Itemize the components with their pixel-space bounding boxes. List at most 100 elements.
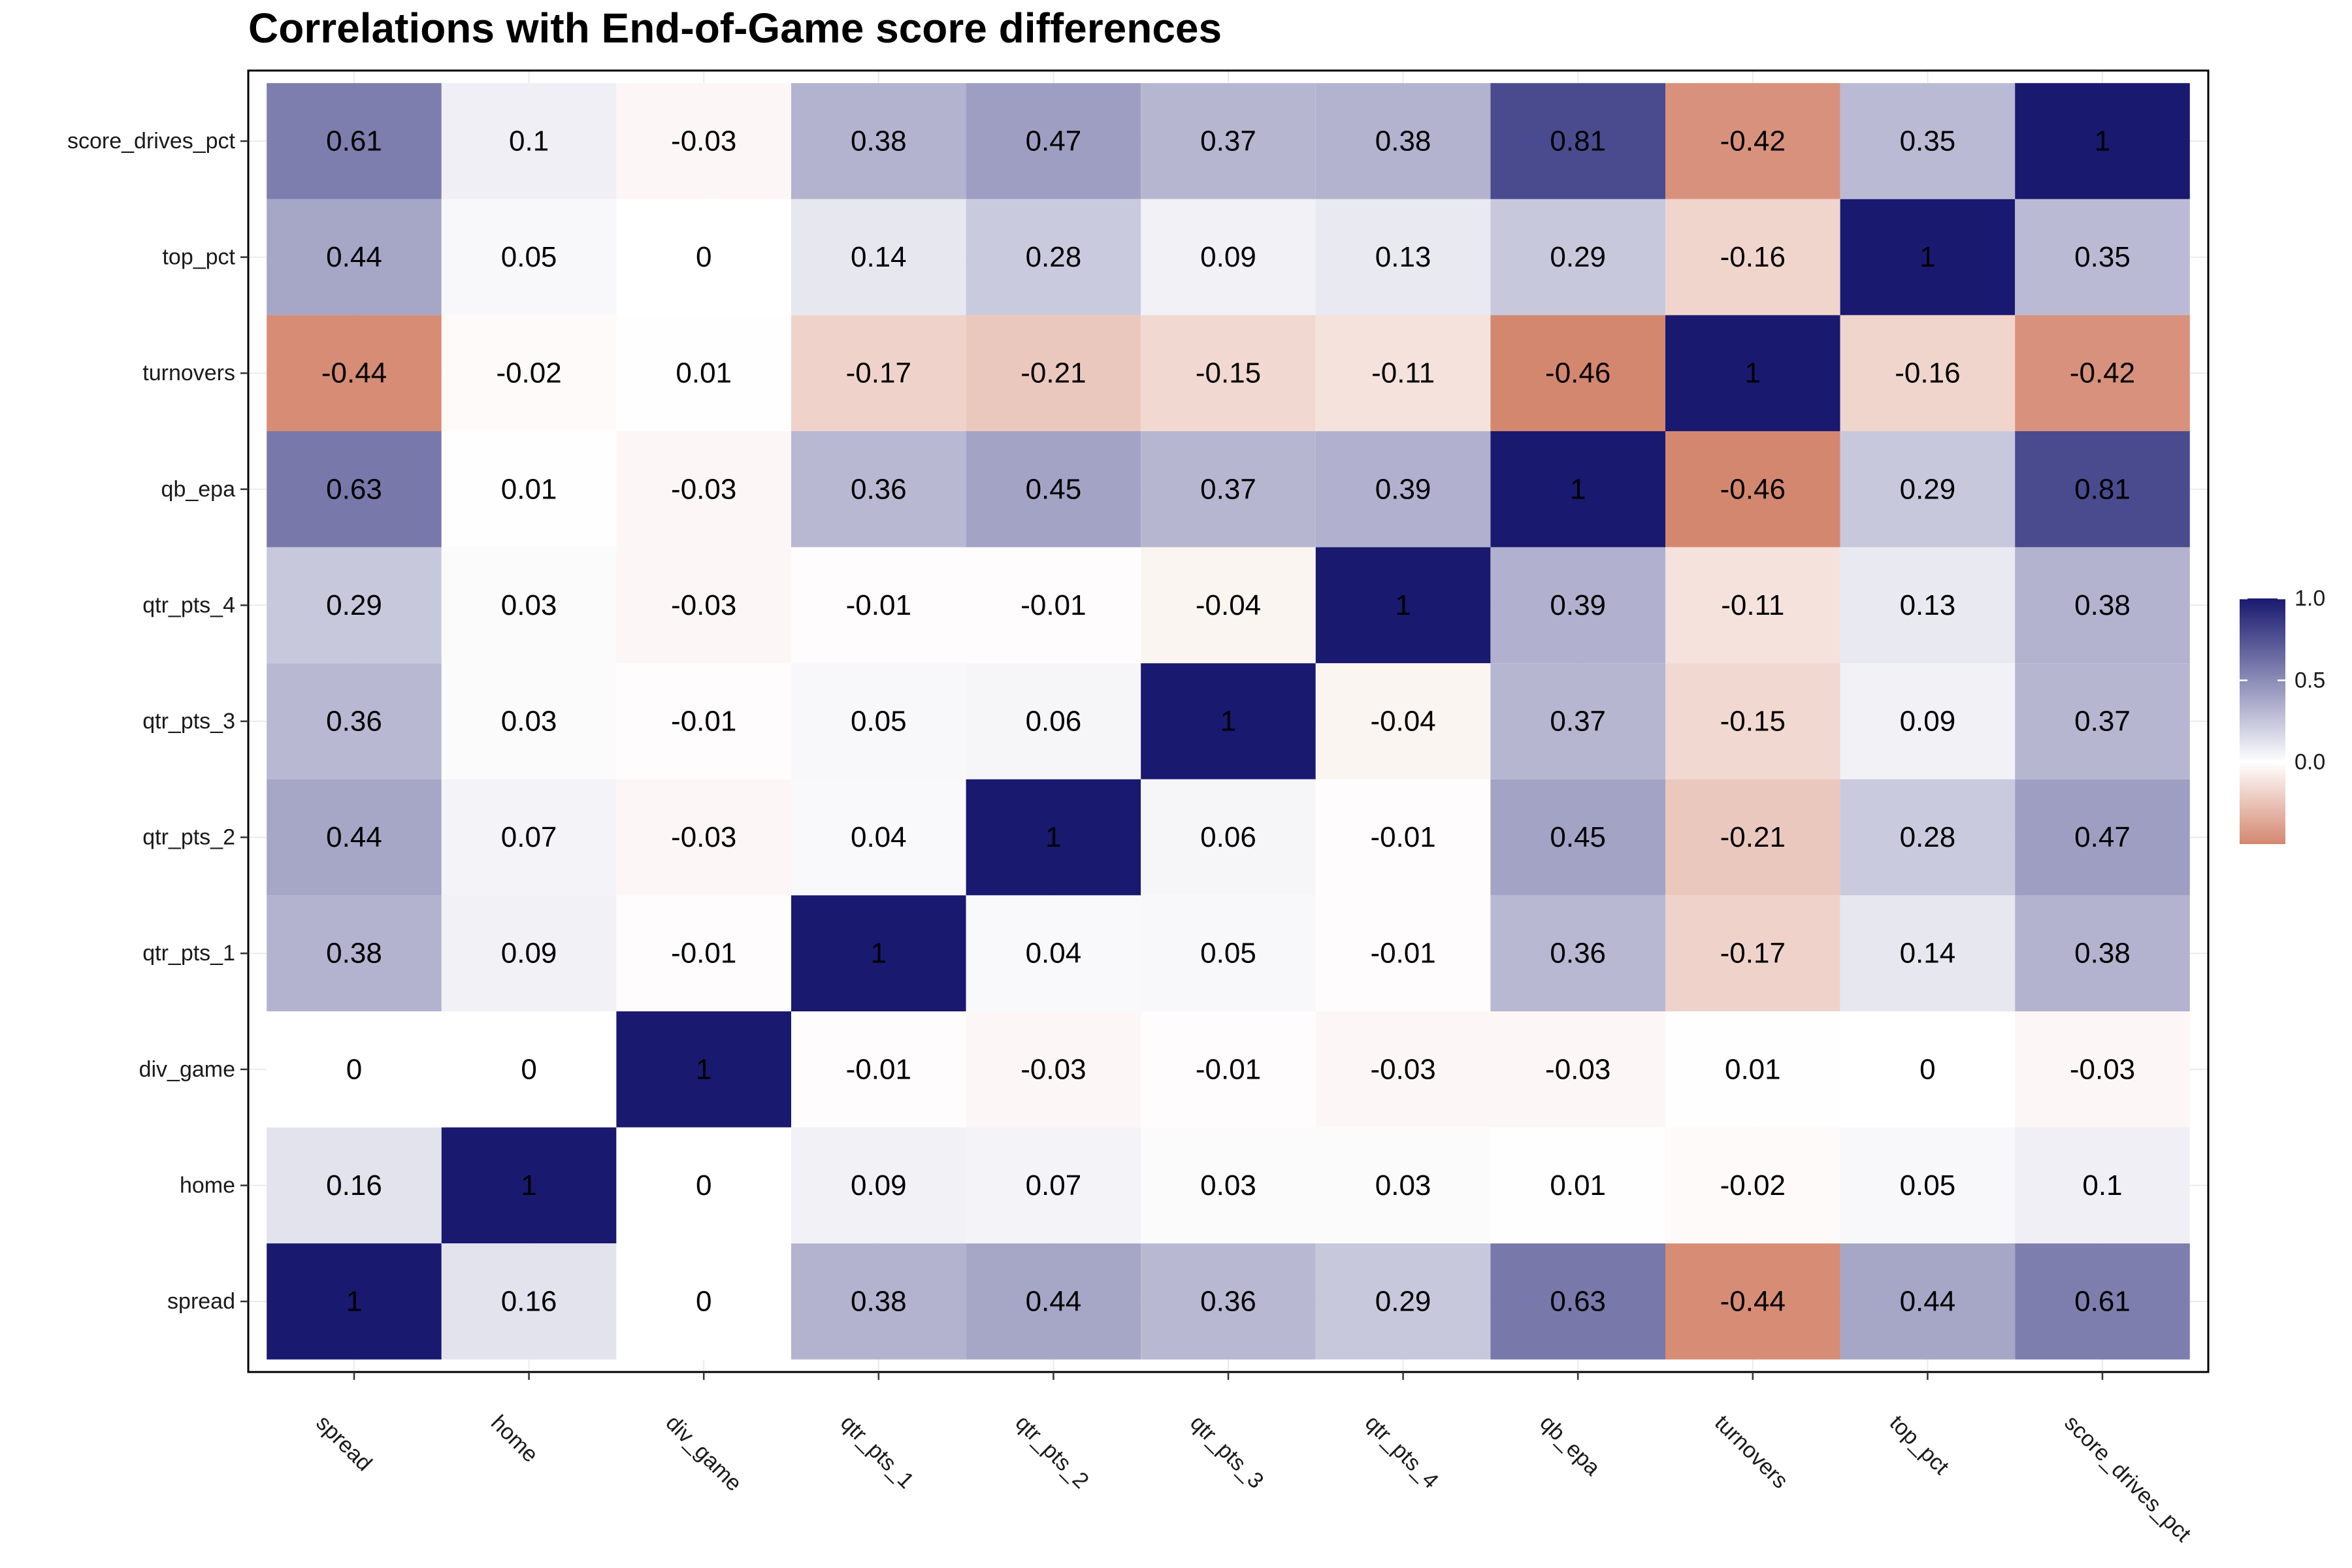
cell-value-label: -0.01 bbox=[846, 589, 911, 621]
cell-value-label: 0.07 bbox=[501, 821, 557, 853]
heatmap-cell bbox=[1665, 779, 1840, 896]
cell-value-label: 0.29 bbox=[1900, 473, 1956, 505]
heatmap-cell bbox=[267, 83, 442, 199]
y-tick-label: qb_epa bbox=[161, 477, 236, 502]
cell-value-label: 0.44 bbox=[326, 821, 382, 853]
heatmap-cell bbox=[1490, 83, 1665, 199]
x-tick-label: spread bbox=[311, 1411, 376, 1476]
heatmap-cell bbox=[2015, 779, 2190, 896]
cell-value-label: -0.03 bbox=[671, 589, 736, 621]
cell-value-label: 0.28 bbox=[1900, 821, 1956, 853]
cell-value-label: -0.03 bbox=[671, 473, 736, 505]
heatmap-cell bbox=[1141, 315, 1316, 431]
cell-value-label: 0 bbox=[346, 1053, 362, 1085]
heatmap-cell bbox=[1665, 1011, 1840, 1128]
cell-value-label: 0.38 bbox=[1375, 125, 1431, 157]
heatmap-cell bbox=[966, 663, 1141, 779]
heatmap-cell bbox=[1665, 83, 1840, 199]
heatmap-cell bbox=[616, 547, 791, 664]
cell-value-label: -0.03 bbox=[671, 821, 736, 853]
heatmap-cell bbox=[441, 1243, 617, 1360]
legend-colorbar bbox=[2240, 598, 2285, 844]
cell-value-label: -0.01 bbox=[846, 1053, 911, 1085]
heatmap-cell bbox=[1490, 663, 1665, 779]
cell-value-label: 0.36 bbox=[326, 706, 382, 738]
heatmap-cell bbox=[2015, 83, 2190, 199]
cell-value-label: 1 bbox=[1919, 241, 1935, 273]
heatmap-cell bbox=[966, 1243, 1141, 1360]
heatmap-cell bbox=[1141, 663, 1316, 779]
heatmap-cell bbox=[966, 199, 1141, 316]
cell-value-label: 0.01 bbox=[1550, 1169, 1606, 1201]
cell-value-label: 0 bbox=[696, 1169, 711, 1201]
y-tick-label: qtr_pts_3 bbox=[142, 709, 235, 734]
cell-value-label: 0 bbox=[1919, 1053, 1935, 1085]
y-tick-label: qtr_pts_1 bbox=[142, 941, 235, 966]
heatmap-cell bbox=[441, 547, 617, 664]
heatmap-cell bbox=[791, 547, 966, 664]
cell-value-label: 0.09 bbox=[1200, 241, 1256, 273]
cell-value-label: 0.44 bbox=[326, 241, 382, 273]
cell-value-label: 0.1 bbox=[509, 125, 549, 157]
cell-value-label: -0.44 bbox=[321, 357, 387, 389]
heatmap-cell bbox=[616, 1127, 791, 1244]
cell-value-label: 0.09 bbox=[501, 938, 557, 970]
cell-value-label: 0.04 bbox=[1026, 938, 1082, 970]
cell-value-label: 0.38 bbox=[2074, 589, 2131, 621]
heatmap-cell bbox=[1315, 199, 1491, 316]
cell-value-label: 0.39 bbox=[1550, 589, 1606, 621]
heatmap-cell bbox=[791, 1011, 966, 1128]
heatmap-cell bbox=[2015, 663, 2190, 779]
heatmap-cell bbox=[1141, 1127, 1316, 1244]
x-tick-label: top_pct bbox=[1885, 1411, 1954, 1480]
cell-value-label: 0.61 bbox=[326, 125, 382, 157]
cell-value-label: 0.38 bbox=[851, 1286, 907, 1318]
heatmap-cell bbox=[267, 199, 442, 316]
heatmap-cell bbox=[1490, 1243, 1665, 1360]
heatmap-cell bbox=[966, 1127, 1141, 1244]
cell-value-label: 0.37 bbox=[1200, 473, 1256, 505]
cell-value-label: 0 bbox=[696, 241, 711, 273]
heatmap-cell bbox=[267, 895, 442, 1011]
cell-value-label: 1 bbox=[1395, 589, 1411, 621]
y-tick-label: qtr_pts_4 bbox=[142, 593, 235, 617]
heatmap-cell bbox=[267, 779, 442, 896]
cell-value-label: 0.38 bbox=[851, 125, 907, 157]
heatmap-cell bbox=[1141, 895, 1316, 1011]
heatmap-cell bbox=[1840, 779, 2016, 896]
cell-value-label: 0.04 bbox=[851, 821, 907, 853]
heatmap-cell bbox=[1315, 779, 1491, 896]
y-tick-label: qtr_pts_2 bbox=[142, 825, 235, 850]
y-tick-label: div_game bbox=[139, 1057, 235, 1082]
heatmap-cell bbox=[1141, 547, 1316, 664]
heatmap-cell bbox=[791, 1243, 966, 1360]
cell-value-label: -0.44 bbox=[1720, 1286, 1786, 1318]
cell-value-label: 0.36 bbox=[1200, 1286, 1256, 1318]
cell-value-label: 0.35 bbox=[2074, 241, 2131, 273]
heatmap-cell bbox=[1665, 431, 1840, 547]
heatmap-cell bbox=[441, 1127, 617, 1244]
cell-value-label: 0.45 bbox=[1026, 473, 1082, 505]
cell-value-label: 0.03 bbox=[1200, 1169, 1256, 1201]
x-tick-label: qtr_pts_3 bbox=[1185, 1411, 1268, 1494]
cell-value-label: -0.11 bbox=[1721, 589, 1784, 621]
heatmap-cell bbox=[2015, 1243, 2190, 1360]
cell-value-label: 0.63 bbox=[326, 473, 382, 505]
heatmap-cell bbox=[791, 895, 966, 1011]
heatmap-cell bbox=[1840, 547, 2016, 664]
heatmap-cell bbox=[441, 1011, 617, 1128]
heatmap-cell bbox=[616, 663, 791, 779]
heatmap-cell bbox=[441, 779, 617, 896]
cell-value-label: -0.03 bbox=[1021, 1053, 1086, 1085]
cell-value-label: 0.47 bbox=[1026, 125, 1082, 157]
heatmap-cell bbox=[791, 1127, 966, 1244]
heatmap-cell bbox=[267, 431, 442, 547]
cell-value-label: 0.29 bbox=[1550, 241, 1606, 273]
cell-value-label: -0.01 bbox=[1370, 821, 1435, 853]
heatmap-cell bbox=[616, 895, 791, 1011]
cell-value-label: 0.06 bbox=[1026, 706, 1082, 738]
heatmap-cell bbox=[616, 315, 791, 431]
heatmap-cell bbox=[267, 1127, 442, 1244]
cell-value-label: 0.13 bbox=[1900, 589, 1956, 621]
